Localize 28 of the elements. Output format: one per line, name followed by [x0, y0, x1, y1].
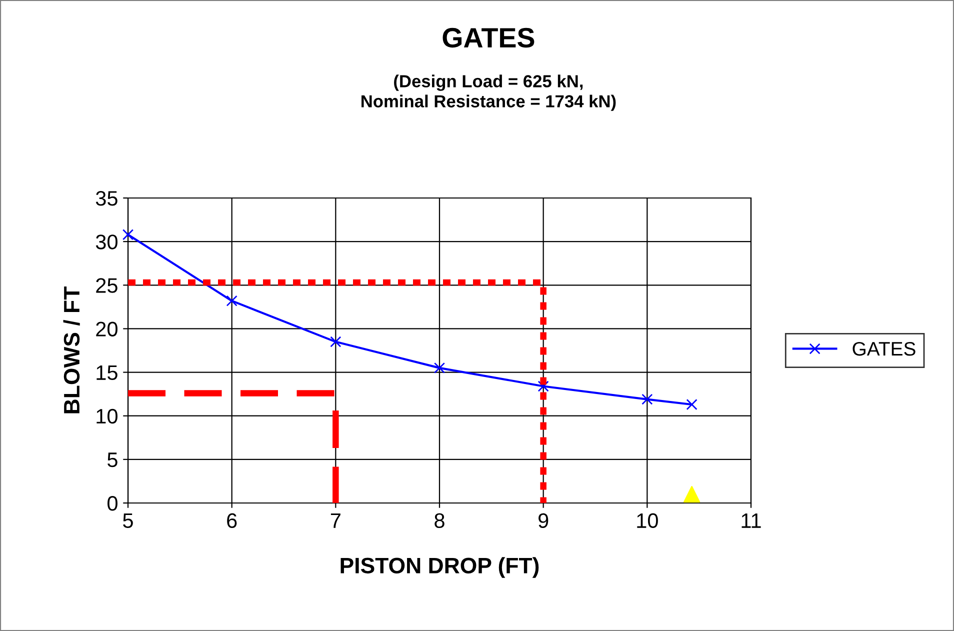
point [642, 394, 653, 405]
chart-subtitle: (Design Load = 625 kN, Nominal Resistance = 1734 kN) [362, 74, 616, 111]
x-tick-label: 7 [330, 513, 340, 528]
y-tick-label: 25 [96, 278, 118, 293]
chart-title: GATES [442, 28, 534, 48]
point [434, 362, 446, 374]
point [538, 380, 549, 392]
y-tick-label: 10 [96, 408, 118, 424]
y-tick-label: 0 [108, 496, 118, 511]
legend-label: GATES [852, 342, 916, 356]
y-tick-label: 5 [108, 452, 118, 468]
point [684, 486, 700, 503]
point [330, 336, 342, 348]
y-tick-label: 35 [96, 191, 118, 206]
point [122, 229, 134, 240]
x-tick-label: 11 [742, 513, 761, 528]
x-tick-label: 5 [123, 513, 133, 528]
x-tick-label: 10 [637, 513, 658, 528]
point [686, 398, 698, 410]
y-tick-label: 20 [96, 322, 118, 336]
point [226, 295, 238, 306]
x-tick-label: 6 [227, 513, 237, 528]
x-axis-title: PISTON DROP (FT) [340, 557, 539, 578]
y-tick-label: 15 [96, 366, 118, 380]
y-tick-label: 30 [96, 234, 118, 250]
x-tick-label: 9 [538, 513, 548, 528]
y-axis-title: BLOWS / FT [63, 286, 80, 414]
x-tick-label: 8 [434, 513, 444, 528]
